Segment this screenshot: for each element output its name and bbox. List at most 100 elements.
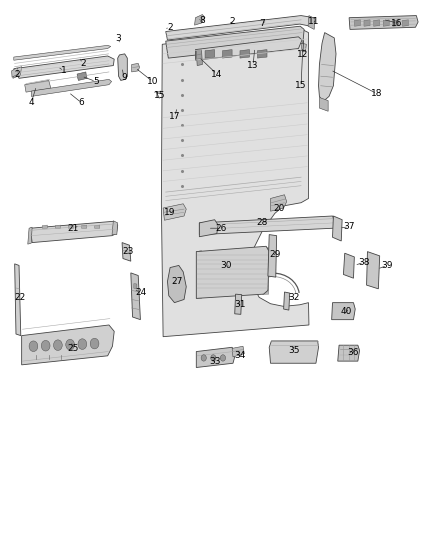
Text: 37: 37 <box>343 222 355 231</box>
Text: 24: 24 <box>136 287 147 296</box>
Polygon shape <box>42 225 47 228</box>
Polygon shape <box>14 45 111 60</box>
Polygon shape <box>196 50 202 66</box>
Text: 7: 7 <box>259 19 265 28</box>
Circle shape <box>66 340 74 350</box>
Polygon shape <box>349 15 418 29</box>
Polygon shape <box>25 80 51 92</box>
Polygon shape <box>205 50 215 58</box>
Text: 15: 15 <box>154 91 166 100</box>
Polygon shape <box>308 15 315 29</box>
Text: 35: 35 <box>288 346 300 355</box>
Text: 29: 29 <box>269 251 281 260</box>
Polygon shape <box>95 225 100 228</box>
Polygon shape <box>81 225 87 228</box>
Text: 4: 4 <box>28 98 34 107</box>
Polygon shape <box>68 225 74 228</box>
Polygon shape <box>271 195 287 211</box>
Polygon shape <box>132 63 140 72</box>
Polygon shape <box>31 79 112 96</box>
Polygon shape <box>14 264 21 336</box>
Text: 28: 28 <box>256 219 268 228</box>
Polygon shape <box>337 305 341 316</box>
Polygon shape <box>14 56 114 78</box>
Polygon shape <box>263 247 269 295</box>
Text: 2: 2 <box>167 23 173 32</box>
Polygon shape <box>199 216 335 235</box>
Polygon shape <box>403 20 409 26</box>
Text: 6: 6 <box>78 98 85 107</box>
Text: 34: 34 <box>234 351 246 360</box>
Text: 26: 26 <box>215 224 227 233</box>
Text: 10: 10 <box>147 77 159 86</box>
Polygon shape <box>354 20 360 26</box>
Text: 38: 38 <box>358 258 370 266</box>
Polygon shape <box>122 243 131 261</box>
Text: 3: 3 <box>115 35 120 44</box>
Text: 30: 30 <box>220 261 231 270</box>
Polygon shape <box>294 222 304 228</box>
Text: 9: 9 <box>121 73 127 82</box>
Text: 25: 25 <box>67 344 78 353</box>
Text: 18: 18 <box>371 89 383 98</box>
Polygon shape <box>343 253 354 278</box>
Text: 19: 19 <box>164 208 176 217</box>
Text: 1: 1 <box>61 67 67 75</box>
Circle shape <box>201 355 206 361</box>
Polygon shape <box>259 222 269 228</box>
Text: 11: 11 <box>308 18 320 27</box>
Polygon shape <box>269 341 318 364</box>
Polygon shape <box>374 20 380 26</box>
Text: 12: 12 <box>297 51 308 59</box>
Text: 21: 21 <box>67 224 78 233</box>
Polygon shape <box>232 346 244 357</box>
Polygon shape <box>277 222 286 228</box>
Polygon shape <box>199 220 218 237</box>
Text: 5: 5 <box>93 77 99 86</box>
Polygon shape <box>235 294 242 314</box>
Text: 15: 15 <box>295 81 307 90</box>
Polygon shape <box>28 227 32 244</box>
Polygon shape <box>55 225 60 228</box>
Polygon shape <box>268 235 277 277</box>
Text: 31: 31 <box>234 300 246 309</box>
Circle shape <box>211 355 216 361</box>
Text: 27: 27 <box>172 277 183 286</box>
Text: 36: 36 <box>348 348 359 357</box>
Text: 23: 23 <box>123 247 134 256</box>
Polygon shape <box>77 72 87 80</box>
Text: 22: 22 <box>15 293 26 302</box>
Text: 2: 2 <box>229 18 235 27</box>
Circle shape <box>220 355 226 361</box>
Polygon shape <box>195 37 302 60</box>
Polygon shape <box>240 50 250 58</box>
Polygon shape <box>167 265 186 303</box>
Polygon shape <box>21 325 114 365</box>
Polygon shape <box>318 33 336 102</box>
Polygon shape <box>134 284 137 289</box>
Text: 2: 2 <box>14 70 20 78</box>
Polygon shape <box>383 20 389 26</box>
Polygon shape <box>258 50 267 58</box>
Polygon shape <box>196 246 269 298</box>
Polygon shape <box>338 345 360 361</box>
Polygon shape <box>112 221 118 235</box>
Polygon shape <box>242 222 251 228</box>
Polygon shape <box>350 305 354 316</box>
Polygon shape <box>166 15 314 40</box>
Text: 33: 33 <box>209 357 220 366</box>
Text: 17: 17 <box>169 112 180 121</box>
Polygon shape <box>196 348 236 368</box>
Circle shape <box>78 339 87 350</box>
Polygon shape <box>163 204 186 220</box>
Polygon shape <box>284 292 290 310</box>
Polygon shape <box>12 68 18 77</box>
Polygon shape <box>311 222 321 228</box>
Text: 32: 32 <box>288 293 300 302</box>
Polygon shape <box>166 26 304 58</box>
Polygon shape <box>319 98 328 111</box>
Polygon shape <box>223 50 232 58</box>
Polygon shape <box>367 252 380 289</box>
Polygon shape <box>131 273 141 320</box>
Polygon shape <box>301 43 306 52</box>
